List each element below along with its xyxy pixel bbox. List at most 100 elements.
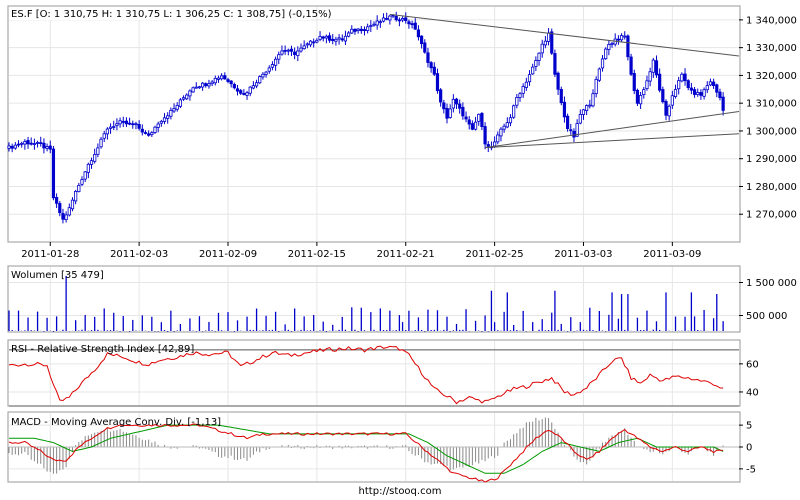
candle-body bbox=[369, 25, 373, 28]
candle-body bbox=[473, 121, 478, 130]
candle-body bbox=[29, 142, 33, 145]
candle-body bbox=[413, 22, 417, 30]
candle-body bbox=[639, 95, 643, 105]
y-tick-label: 1 300,000 bbox=[746, 126, 797, 137]
candle-body bbox=[499, 128, 503, 137]
candle-body bbox=[416, 29, 421, 38]
candle-body bbox=[493, 141, 497, 147]
candle-body bbox=[223, 75, 227, 80]
candle-body bbox=[220, 75, 224, 80]
price-y-axis: 1 270,000 1 280,000 1 290,000 1 300,000 1 31… bbox=[739, 15, 797, 221]
candle-body bbox=[505, 122, 509, 128]
candle-body bbox=[226, 79, 230, 82]
candle-body bbox=[188, 90, 192, 97]
candle-body bbox=[55, 197, 59, 204]
candle-body bbox=[86, 163, 90, 173]
candle-body bbox=[385, 17, 389, 20]
price-panel: 1 270,000 1 280,000 1 290,000 1 300,000 1 31… bbox=[7, 5, 797, 260]
candle-body bbox=[137, 124, 141, 129]
candle-body bbox=[121, 120, 125, 123]
macd-series bbox=[8, 423, 724, 483]
trendline bbox=[485, 111, 740, 149]
candle-body bbox=[581, 109, 586, 115]
candle-body bbox=[683, 73, 687, 82]
candle-body bbox=[274, 58, 278, 66]
candle-body bbox=[670, 95, 674, 106]
candle-body bbox=[546, 32, 551, 42]
candle-body bbox=[327, 35, 332, 41]
candle-body bbox=[210, 81, 214, 85]
candle-body bbox=[245, 92, 249, 96]
price-title: ES.F [O: 1 310,75 H: 1 310,75 L: 1 306,2… bbox=[11, 9, 332, 20]
candle-body bbox=[112, 126, 116, 128]
candle-body bbox=[680, 73, 684, 82]
candle-body bbox=[486, 144, 490, 147]
candle-body bbox=[448, 108, 452, 118]
candle-body bbox=[318, 36, 322, 40]
candle-body bbox=[588, 104, 592, 107]
candle-body bbox=[575, 123, 579, 137]
candle-body bbox=[99, 138, 103, 148]
x-tick-label: 2011-03-09 bbox=[643, 249, 701, 260]
candle-body bbox=[559, 88, 563, 104]
candle-body bbox=[578, 114, 582, 124]
candle-body bbox=[420, 35, 424, 45]
candle-body bbox=[464, 116, 468, 120]
candle-body bbox=[194, 86, 198, 89]
candle-body bbox=[166, 115, 170, 119]
candle-body bbox=[616, 38, 620, 41]
candle-body bbox=[702, 89, 706, 97]
candle-body bbox=[270, 64, 275, 68]
rsi-series bbox=[8, 345, 724, 405]
candle-body bbox=[105, 128, 109, 135]
candle-body bbox=[597, 68, 601, 81]
candle-body bbox=[147, 133, 151, 136]
candle-body bbox=[629, 56, 633, 75]
candle-body bbox=[153, 126, 157, 133]
footer-url[interactable]: http://stooq.com bbox=[358, 486, 442, 497]
rsi-y-axis: 40 60 bbox=[739, 359, 759, 398]
candle-body bbox=[235, 88, 240, 92]
candle-body bbox=[451, 98, 455, 109]
candle-body bbox=[35, 142, 40, 144]
candle-body bbox=[299, 47, 303, 52]
candle-body bbox=[254, 82, 259, 87]
candle-body bbox=[721, 96, 725, 111]
volume-bars bbox=[8, 275, 724, 332]
candle-body bbox=[626, 35, 630, 58]
candle-body bbox=[404, 17, 408, 22]
candle-body bbox=[518, 93, 522, 98]
candle-body bbox=[610, 42, 614, 45]
candle-body bbox=[20, 142, 24, 145]
candle-body bbox=[512, 105, 516, 118]
candle-body bbox=[32, 143, 36, 145]
volume-y-axis: 500 000 1 500 000 bbox=[739, 278, 797, 322]
volume-grid bbox=[9, 267, 739, 331]
candle-body bbox=[315, 39, 319, 43]
candle-body bbox=[340, 38, 344, 41]
candle-body bbox=[705, 85, 709, 91]
candle-body bbox=[258, 76, 262, 84]
candle-body bbox=[207, 83, 211, 87]
y-tick-label: 5 bbox=[746, 421, 752, 432]
rsi-line bbox=[8, 345, 724, 405]
candle-body bbox=[712, 81, 716, 86]
candle-body bbox=[483, 126, 487, 145]
candle-body bbox=[108, 126, 113, 129]
candle-body bbox=[445, 107, 449, 119]
volume-panel: 500 000 1 500 000 Wolumen [35 479] bbox=[7, 265, 797, 333]
candle-body bbox=[435, 73, 440, 92]
candle-body bbox=[527, 74, 532, 83]
candle-body bbox=[131, 123, 135, 126]
candle-body bbox=[261, 73, 265, 78]
candle-body bbox=[699, 92, 703, 96]
candle-body bbox=[677, 80, 681, 90]
candle-body bbox=[124, 120, 129, 125]
candle-body bbox=[689, 87, 693, 91]
candle-body bbox=[42, 142, 46, 149]
y-tick-label: 500 000 bbox=[746, 311, 787, 322]
candle-body bbox=[296, 50, 300, 56]
candle-body bbox=[175, 104, 179, 110]
candle-body bbox=[645, 80, 649, 89]
